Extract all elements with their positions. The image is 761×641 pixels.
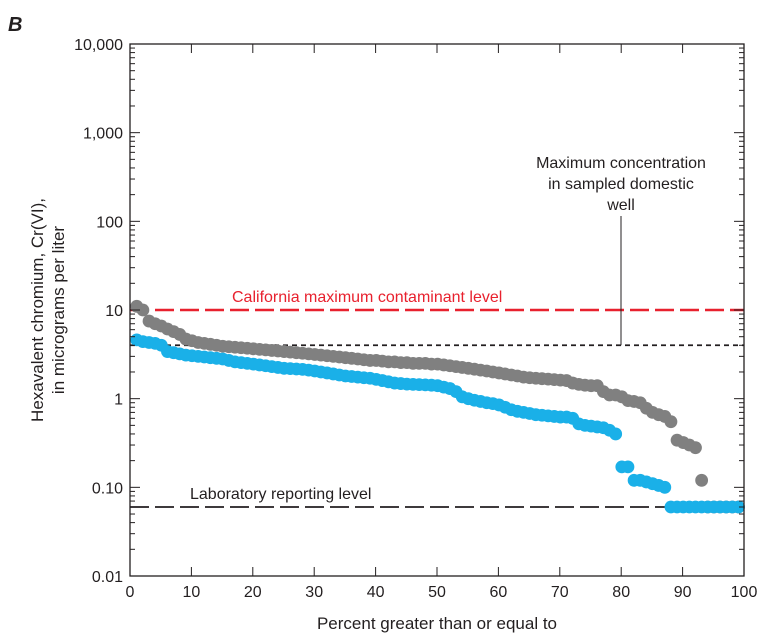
gray-point (695, 473, 709, 487)
x-tick-label: 80 (612, 584, 630, 601)
y-tick-label: 0.01 (92, 569, 123, 586)
mcl-label: California maximum contaminant level (232, 289, 502, 306)
x-tick-label: 20 (244, 584, 262, 601)
x-tick-label: 50 (428, 584, 446, 601)
x-tick-label: 60 (490, 584, 508, 601)
max-concentration-label-line-2: in sampled domestic (548, 176, 694, 193)
y-tick-label: 10 (105, 303, 123, 320)
y-tick-label: 1 (114, 392, 123, 409)
lrl-label: Laboratory reporting level (190, 486, 371, 503)
blue-point (732, 500, 745, 514)
gray-point (136, 303, 150, 317)
y-tick-label: 0.10 (92, 480, 123, 497)
max-concentration-label-line-3: well (606, 197, 635, 214)
y-axis-tick-labels: 0.01 0.10 1 10 100 1,000 10,000 (74, 37, 123, 586)
blue-point (609, 427, 623, 441)
x-tick-label: 70 (551, 584, 569, 601)
x-tick-label: 90 (674, 584, 692, 601)
x-axis-tick-labels: 0 10 20 30 40 50 60 70 80 90 100 (126, 584, 758, 601)
data-points (130, 299, 745, 514)
blue-point (621, 460, 635, 474)
y-tick-label: 10,000 (74, 37, 123, 54)
x-axis-title: Percent greater than or equal to (317, 614, 557, 633)
y-tick-label: 1,000 (83, 126, 123, 143)
x-tick-label: 30 (305, 584, 323, 601)
panel-label: B (8, 14, 22, 36)
x-tick-label: 100 (731, 584, 758, 601)
gray-point (689, 441, 702, 455)
y-axis-title-line-2: in micrograms per liter (49, 226, 68, 394)
y-tick-label: 100 (96, 214, 123, 231)
x-tick-label: 10 (183, 584, 201, 601)
x-tick-label: 40 (367, 584, 385, 601)
gray-point (664, 415, 678, 429)
x-tick-label: 0 (126, 584, 135, 601)
blue-point (658, 480, 672, 494)
plot-area (129, 43, 745, 577)
y-axis-title-line-1: Hexavalent chromium, Cr(VI), (28, 198, 47, 422)
max-concentration-label-line-1: Maximum concentration (536, 155, 706, 172)
axis-ticks (129, 44, 745, 577)
